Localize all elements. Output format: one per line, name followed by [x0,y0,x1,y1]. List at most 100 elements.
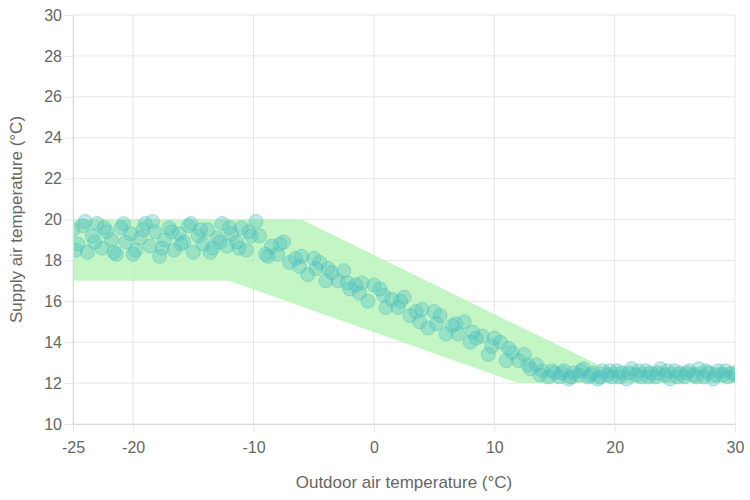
tick-mark [735,424,736,432]
tick: 26 [44,88,73,105]
tick-mark [65,342,73,343]
point [429,317,443,331]
point [107,245,121,259]
x-axis-title: Outdoor air temperature (°C) [296,473,513,492]
marks [73,215,735,386]
tick: 14 [44,334,73,351]
plot: -25 -20 -10 0 10 20 3010 12 14 16 18 20 22 24 26 28 30 [44,7,744,456]
tick: -20 [122,424,145,456]
grid-line-y [73,178,735,179]
point [352,286,366,300]
grid-line-y [73,15,735,16]
tick-mark [65,56,73,57]
tick-label: 20 [44,211,62,228]
tick: 10 [486,424,504,456]
tick-label: 0 [370,439,379,456]
tick-mark [494,424,495,432]
axis-line [73,16,74,425]
tick-label: 18 [44,252,62,269]
tick: 22 [44,170,73,187]
y-axis: 10 12 14 16 18 20 22 24 26 28 30 [44,7,73,433]
point [485,339,499,353]
tick-label: 10 [486,439,504,456]
points [73,215,735,386]
tick: -10 [242,424,265,456]
tick-mark [65,301,73,302]
point [377,288,391,302]
tick: 24 [44,129,73,146]
point [261,249,275,263]
tick: 10 [44,416,73,433]
point [232,241,246,255]
point [321,262,335,276]
point [174,237,188,251]
tick-mark [65,15,73,16]
tick-label: -20 [122,439,145,456]
tick: 20 [44,211,73,228]
point [273,237,287,251]
grid-line-y [73,137,735,138]
tick-mark [65,220,73,221]
tick-label: 12 [44,375,62,392]
tick-label: -10 [242,439,265,456]
point [340,276,354,290]
chart: -25 -20 -10 0 10 20 3010 12 14 16 18 20 22 24 26 28 30 Ou… [0,0,750,500]
point [78,215,92,229]
tick-mark [133,424,134,432]
y-axis-title: Supply air temperature (°C) [7,116,26,323]
point [502,341,516,355]
point [292,260,306,274]
grid-line-y [73,96,735,97]
point [728,368,735,382]
tick: 18 [44,252,73,269]
tick-label: 10 [44,416,62,433]
tick-label: -25 [62,439,85,456]
point [253,229,267,243]
point [393,294,407,308]
point [222,221,236,235]
band [73,220,735,384]
tick-label: 26 [44,88,62,105]
tick: -25 [62,424,85,456]
tick: 12 [44,375,73,392]
point [145,215,159,229]
tick-label: 30 [44,7,62,24]
tick: 28 [44,48,73,65]
point [105,233,119,247]
tick: 16 [44,293,73,310]
tick-mark [65,138,73,139]
tick: 30 [44,7,73,24]
tick-mark [374,424,375,432]
point [413,315,427,329]
tick-mark [73,424,74,432]
point [73,243,82,257]
grid-line-y [73,55,735,56]
tick: 0 [370,424,379,456]
tick: 20 [606,424,624,456]
tick-label: 22 [44,170,62,187]
x-axis: -25-20-100102030 [62,424,745,456]
point [165,225,179,239]
tick-label: 20 [606,439,624,456]
tick-mark [65,424,73,425]
tick-mark [65,383,73,384]
tick-mark [254,424,255,432]
tick-label: 28 [44,48,62,65]
point [521,358,535,372]
grid-line-y [73,424,735,425]
tick-mark [65,260,73,261]
point [97,221,111,235]
point [117,217,131,231]
point [155,241,169,255]
grid [73,15,735,424]
point [126,247,140,261]
point [194,223,208,237]
point [466,325,480,339]
point [88,235,102,249]
tick-label: 14 [44,334,62,351]
tick-label: 24 [44,129,62,146]
tick-mark [65,179,73,180]
tick-mark [65,97,73,98]
tick-mark [615,424,616,432]
point [213,235,227,249]
